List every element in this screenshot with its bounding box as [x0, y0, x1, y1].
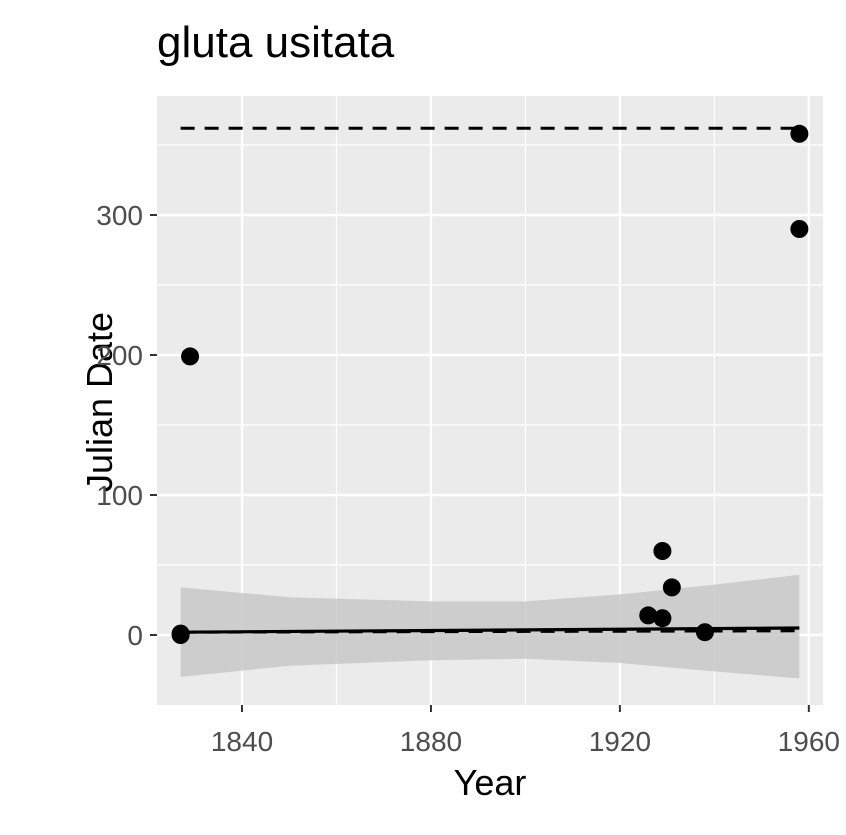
chart-title: gluta usitata — [157, 18, 395, 67]
x-tick-label: 1840 — [211, 726, 273, 757]
data-point — [790, 220, 809, 238]
data-point — [639, 606, 658, 625]
confidence-band — [180, 574, 800, 679]
data-point — [653, 609, 672, 628]
x-tick-label: 1960 — [778, 726, 840, 757]
data-point — [662, 578, 681, 597]
data-point — [171, 626, 190, 644]
x-axis-label: Year — [453, 762, 527, 803]
x-tick-label: 1920 — [589, 726, 651, 757]
y-tick-label: 300 — [96, 200, 143, 231]
data-point — [695, 623, 714, 642]
data-point — [181, 347, 200, 366]
y-tick-label: 0 — [127, 620, 143, 651]
y-tick-label: 200 — [96, 340, 143, 371]
data-point — [653, 542, 672, 560]
data-point — [790, 124, 809, 143]
x-tick-label: 1880 — [400, 726, 462, 757]
fit-line — [180, 626, 800, 634]
y-tick-label: 100 — [96, 480, 143, 511]
